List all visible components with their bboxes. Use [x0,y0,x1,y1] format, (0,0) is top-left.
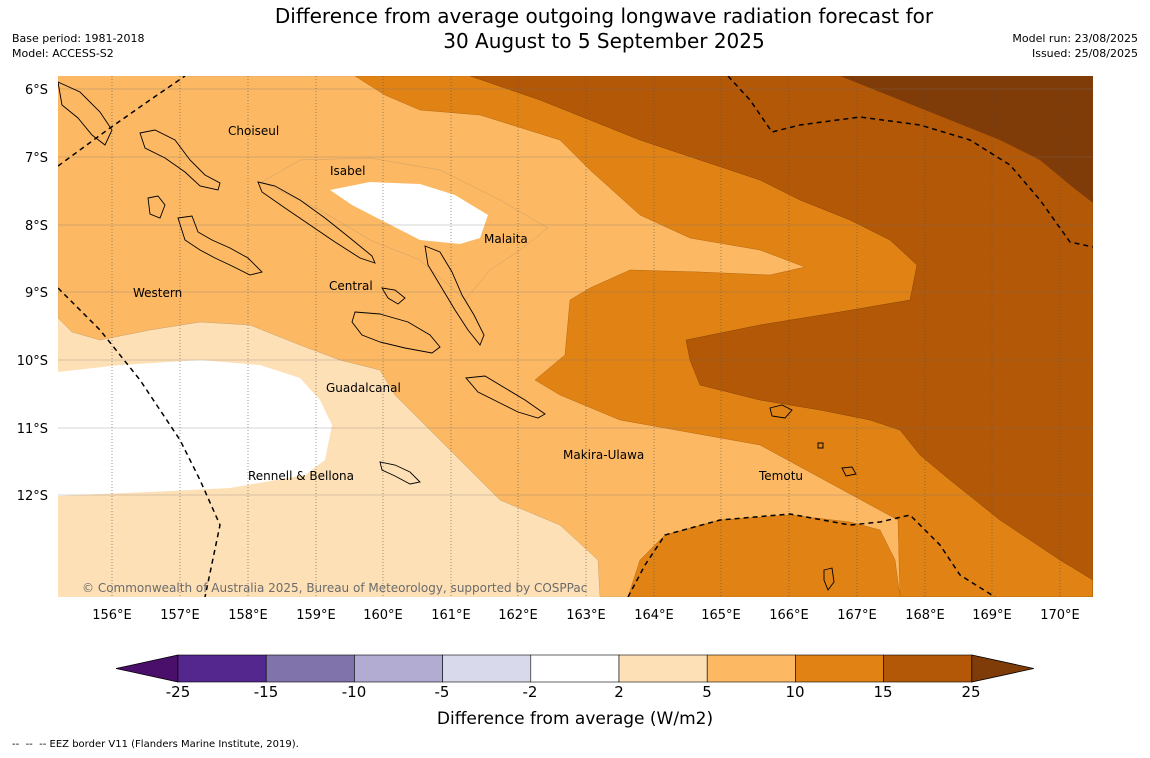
island-rennell [379,461,421,485]
lon-tick: 170°E [1040,608,1080,623]
lon-tick: 160°E [363,608,403,623]
colorbar-extend-low [115,654,179,683]
lon-tick: 157°E [160,608,200,623]
island-florida [381,287,406,305]
lon-tick: 167°E [837,608,877,623]
latitude-lines [58,88,1093,496]
lon-tick: 169°E [972,608,1012,623]
map-area: © Commonwealth of Australia 2025, Bureau… [58,76,1093,597]
lon-tick: 162°E [498,608,538,623]
island-small-east [823,567,835,591]
colorbar-tick: -2 [522,683,538,701]
anomaly-band-15-25 [469,76,1093,597]
colorbar-extend-high [971,654,1034,683]
colorbar-tick: 5 [702,683,712,701]
eez-legend-note: -- -- -- EEZ border V11 (Flanders Marine… [12,739,299,750]
lon-tick: 166°E [769,608,809,623]
region-label-makira-ulawa: Makira-Ulawa [563,448,644,462]
region-label-isabel: Isabel [330,164,365,178]
latitude-ticks: 6°S 7°S 8°S 9°S 10°S 11°S 12°S [17,83,48,504]
colorbar-segment [706,654,796,683]
model-run: Model run: 23/08/2025 [1012,32,1138,45]
colorbar-segment [265,654,355,683]
colorbar-tick: 25 [961,683,981,701]
islands [58,81,857,591]
lat-tick: 8°S [25,219,48,234]
colorbar-tick: -10 [341,683,367,701]
colorbar-segment [442,654,532,683]
anomaly-band-5-10-top [58,76,470,350]
title-line-1: Difference from average outgoing longwav… [274,4,934,28]
lat-tick: 9°S [25,286,48,301]
lat-tick: 6°S [25,83,48,98]
anomaly-band-neutral-isabel [330,182,488,244]
title-line-2: 30 August to 5 September 2025 [443,29,765,53]
lon-tick: 159°E [296,608,336,623]
colorbar-segment [883,654,973,683]
lon-tick: 168°E [905,608,945,623]
anomaly-band-2-5-isabel [261,157,549,301]
region-label-choiseul: Choiseul [228,124,279,138]
island-choiseul [139,129,221,191]
base-period: Base period: 1981-2018 [12,32,145,45]
island-isabel [257,181,376,264]
island-vanikoro [841,466,857,477]
lat-tick: 7°S [25,151,48,166]
chart-title: Difference from average outgoing longwav… [0,4,1150,54]
anomaly-band-25-plus [840,76,1093,203]
lat-tick: 12°S [17,489,48,504]
eez-border [58,76,1093,597]
island-guadalcanal [351,311,441,354]
island-makira [465,375,546,419]
lat-tick: 11°S [17,422,48,437]
colorbar-tick: -25 [165,683,191,701]
lat-tick: 10°S [17,354,48,369]
region-label-rennell-bellona: Rennell & Bellona [248,469,354,483]
meta-right: Model run: 23/08/2025 Issued: 25/08/2025 [1012,31,1138,61]
region-label-guadalcanal: Guadalcanal [326,381,401,395]
model-name: Model: ACCESS-S2 [12,47,114,60]
region-label-western: Western [133,286,182,300]
copyright-text: © Commonwealth of Australia 2025, Bureau… [82,581,587,595]
island-vella [147,195,166,219]
lon-tick: 161°E [431,608,471,623]
meta-left: Base period: 1981-2018 Model: ACCESS-S2 [12,31,144,61]
colorbar-segment [530,654,620,683]
colorbar-tick: -5 [434,683,450,701]
colorbar-segment [354,654,443,683]
colorbar-segment [618,654,708,683]
lon-tick: 156°E [92,608,132,623]
lon-tick: 163°E [566,608,606,623]
colorbar [115,654,1034,683]
colorbar-tick: 10 [785,683,805,701]
island-santa-cruz [769,404,793,419]
island-new-georgia [177,215,263,276]
colorbar-tick: -15 [253,683,279,701]
lon-tick: 158°E [228,608,268,623]
region-labels: Choiseul Isabel Malaita Western Central … [133,124,803,483]
colorbar-title: Difference from average (W/m2) [436,709,714,729]
lon-tick: 165°E [701,608,741,623]
longitude-ticks: 156°E 157°E 158°E 159°E 160°E 161°E 162°… [92,608,1080,623]
lon-tick: 164°E [634,608,674,623]
colorbar-segment [795,654,884,683]
region-label-malaita: Malaita [484,232,528,246]
island-malaita [424,245,485,346]
colorbar-segment [177,654,267,683]
colorbar-tick: 2 [614,683,624,701]
region-label-temotu: Temotu [758,469,803,483]
island-tikopia [817,442,824,449]
island-bougainville [58,81,113,146]
region-label-central: Central [329,279,373,293]
issued-date: Issued: 25/08/2025 [1031,47,1138,60]
colorbar-tick: 15 [873,683,893,701]
